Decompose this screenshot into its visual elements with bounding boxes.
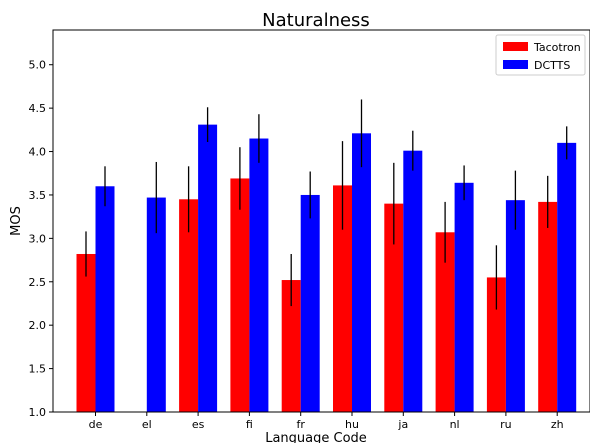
chart-title: Naturalness	[262, 10, 370, 31]
bar-tacotron-es	[179, 199, 199, 412]
x-tick-label-hu: hu	[345, 418, 359, 431]
bar-tacotron-de	[76, 253, 96, 412]
bar-dctts-nl	[454, 182, 474, 412]
bar-dctts-ru	[505, 200, 525, 412]
bar-tacotron-ru	[486, 277, 506, 412]
bar-dctts-ja	[403, 150, 423, 412]
bars-layer	[76, 124, 577, 413]
bar-dctts-fr	[300, 194, 320, 412]
legend-swatch-dctts	[503, 60, 528, 69]
plot-frame	[52, 29, 590, 413]
error-bars-layer	[85, 99, 568, 310]
bar-tacotron-nl	[435, 232, 455, 412]
y-tick-label: 4.0	[29, 146, 47, 159]
bar-tacotron-ja	[384, 203, 404, 412]
x-tick-label-fr: fr	[296, 418, 305, 431]
bar-dctts-hu	[352, 133, 371, 412]
legend: Tacotron DCTTS	[495, 34, 586, 76]
y-tick-label: 1.0	[29, 406, 47, 419]
y-axis-label: MOS	[9, 206, 24, 236]
bar-dctts-de	[95, 186, 115, 412]
x-tick-label-es: es	[192, 418, 205, 431]
bar-tacotron-fi	[230, 178, 250, 412]
bar-dctts-el	[146, 197, 166, 412]
x-tick-label-ru: ru	[500, 418, 512, 431]
y-tick-label: 5.0	[29, 59, 47, 72]
bar-dctts-zh	[557, 142, 577, 412]
x-tick-label-nl: nl	[450, 418, 460, 431]
y-tick-label: 4.5	[29, 102, 47, 115]
x-tick-label-zh: zh	[551, 418, 564, 431]
x-axis: de el es fi fr hu ja nl ru zh	[89, 412, 564, 431]
x-tick-label-de: de	[89, 418, 103, 431]
x-tick-label-ja: ja	[397, 418, 408, 431]
y-tick-label: 3.5	[29, 189, 47, 202]
x-tick-label-fi: fi	[246, 418, 253, 431]
bar-tacotron-zh	[538, 201, 558, 412]
x-tick-label-el: el	[142, 418, 152, 431]
legend-label-tacotron: Tacotron	[533, 41, 581, 54]
y-axis: 1.0 1.5 2.0 2.5 3.0 3.5 4.0 4.5 5.0	[29, 59, 53, 419]
bar-tacotron-hu	[333, 185, 352, 412]
x-axis-label: Language Code	[265, 431, 367, 443]
legend-label-dctts: DCTTS	[534, 59, 570, 72]
y-tick-label: 3.0	[29, 232, 47, 245]
bar-dctts-es	[198, 124, 218, 412]
y-tick-label: 2.0	[29, 319, 47, 332]
y-tick-label: 2.5	[29, 276, 47, 289]
bar-dctts-fi	[249, 138, 269, 413]
y-tick-label: 1.5	[29, 363, 47, 376]
bar-tacotron-fr	[281, 280, 301, 412]
legend-swatch-tacotron	[503, 42, 528, 51]
